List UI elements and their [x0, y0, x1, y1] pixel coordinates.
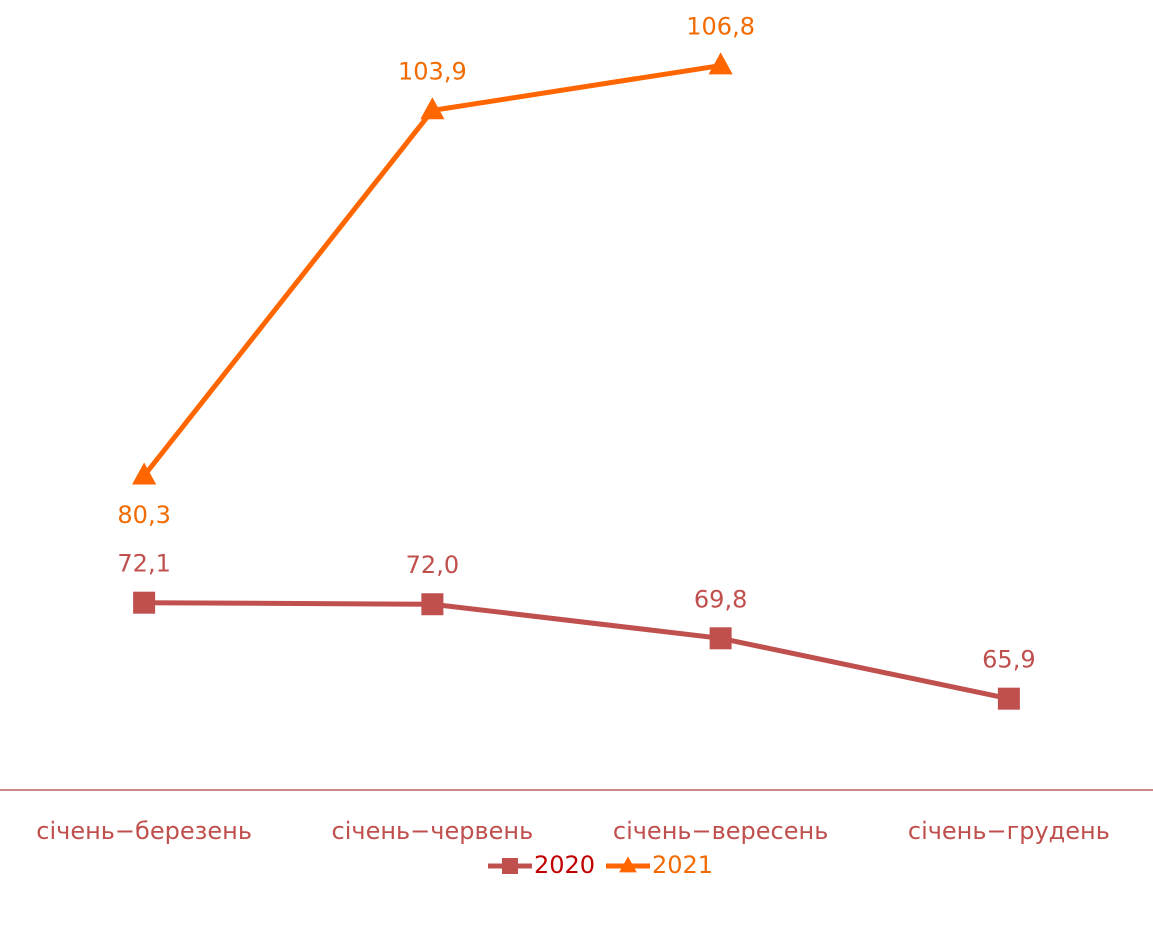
legend-marker [502, 858, 518, 874]
legend-label: 2020 [534, 851, 595, 879]
data-label: 65,9 [982, 646, 1035, 674]
data-point [708, 52, 733, 75]
data-label: 72,1 [117, 550, 170, 578]
data-label: 103,9 [398, 57, 467, 85]
data-point [132, 462, 157, 485]
series-line [144, 600, 1010, 702]
data-label: 72,0 [406, 551, 459, 579]
data-point [421, 593, 444, 616]
data-point [709, 627, 732, 650]
x-tick-label: січень−вересень [613, 817, 828, 845]
data-label: 69,8 [694, 585, 747, 613]
data-point [997, 687, 1020, 710]
x-tick-label: січень−червень [332, 817, 534, 845]
x-tick-label: січень−березень [36, 817, 252, 845]
data-label: 80,3 [117, 501, 170, 529]
data-point [420, 97, 445, 120]
data-label: 106,8 [686, 13, 755, 41]
legend-marker [619, 856, 637, 873]
series-line [142, 63, 722, 478]
legend-label: 2021 [652, 851, 713, 879]
data-point [133, 591, 156, 614]
x-tick-label: січень−грудень [908, 817, 1110, 845]
